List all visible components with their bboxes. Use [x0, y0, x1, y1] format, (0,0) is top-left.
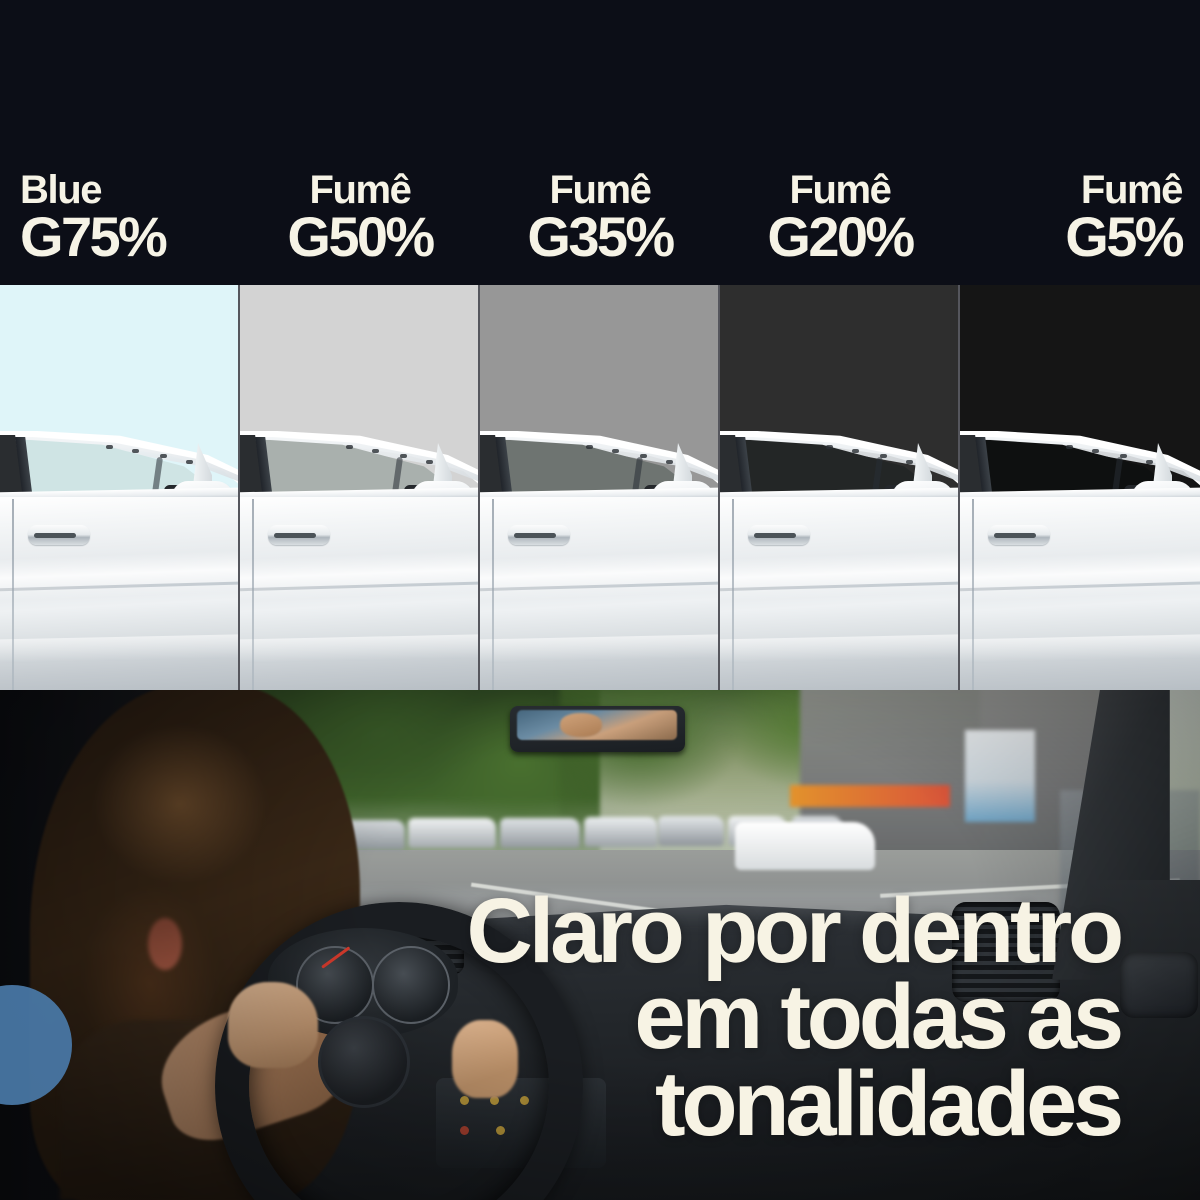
roof-rail-clips [586, 441, 696, 467]
door-seam [12, 499, 14, 690]
air-vent-right [952, 902, 1060, 1002]
parked-car [500, 818, 580, 848]
tint-label-0: Blue G75% [0, 0, 240, 285]
tint-sample-1 [240, 285, 480, 690]
car-door-illustration [720, 285, 958, 690]
parked-car [584, 817, 658, 847]
tint-grade-1: G50% [287, 205, 435, 269]
tint-name-4: Fumê [1080, 167, 1183, 212]
tint-sample-0 [0, 285, 240, 690]
tint-grade-2: G35% [527, 205, 675, 269]
interior-hero-photo [0, 690, 1200, 1200]
photo-vignette [0, 690, 1200, 1200]
driver-ear [148, 918, 182, 970]
tint-sample-2 [480, 285, 720, 690]
passing-white-car [735, 822, 875, 870]
door-handle [988, 525, 1050, 545]
tint-grade-4: G5% [1065, 205, 1184, 269]
tint-label-1: Fumê G50% [240, 0, 480, 285]
side-mirror-right [1120, 952, 1198, 1018]
headline-line-2: em todas as [634, 966, 1124, 1069]
tint-sample-strip [0, 285, 1200, 690]
car-door-illustration [960, 285, 1200, 690]
tint-name-0: Blue [20, 167, 102, 212]
roof-rail-clips [346, 441, 456, 467]
tint-grade-0: G75% [20, 205, 168, 269]
car-door-illustration [480, 285, 718, 690]
door-handle [268, 525, 330, 545]
car-door-illustration [240, 285, 478, 690]
shop-awning [790, 785, 950, 807]
door-seam [972, 499, 974, 690]
roof-rail-clips [826, 441, 936, 467]
tint-sample-4 [960, 285, 1200, 690]
tachometer-gauge [372, 946, 450, 1024]
tint-label-3: Fumê G20% [720, 0, 960, 285]
tint-sample-3 [720, 285, 960, 690]
driver-hand-left [228, 982, 318, 1068]
steering-wheel-hub [318, 1016, 410, 1108]
door-seam [732, 499, 734, 690]
reflected-driver-face [560, 713, 602, 737]
roof-rail-clips [1066, 441, 1176, 467]
door-handle [508, 525, 570, 545]
tint-grade-3: G20% [767, 205, 915, 269]
door-seam [492, 499, 494, 690]
tint-label-2: Fumê G35% [480, 0, 720, 285]
driver-hand-right [452, 1020, 518, 1098]
door-handle [748, 525, 810, 545]
headline-line-3: tonalidades [654, 1052, 1124, 1155]
parked-car [658, 816, 724, 846]
passenger-door-trim [1090, 880, 1200, 1200]
tint-name-2: Fumê [549, 167, 651, 212]
headline-line-1: Claro por dentro [466, 880, 1125, 982]
headline: Claro por dentro em todas as tonalidades [0, 880, 1160, 1155]
door-handle [28, 525, 90, 545]
door-seam [252, 499, 254, 690]
roof-rail-clips [106, 441, 216, 467]
tint-label-4: Fumê G5% [960, 0, 1200, 285]
tint-label-band: Blue G75% Fumê G50% Fumê G35% Fumê G20% … [0, 0, 1200, 285]
car-door-illustration [0, 285, 238, 690]
parked-car [408, 818, 496, 848]
tint-name-3: Fumê [789, 167, 891, 212]
street-billboard [965, 730, 1035, 822]
tint-name-1: Fumê [309, 167, 411, 212]
